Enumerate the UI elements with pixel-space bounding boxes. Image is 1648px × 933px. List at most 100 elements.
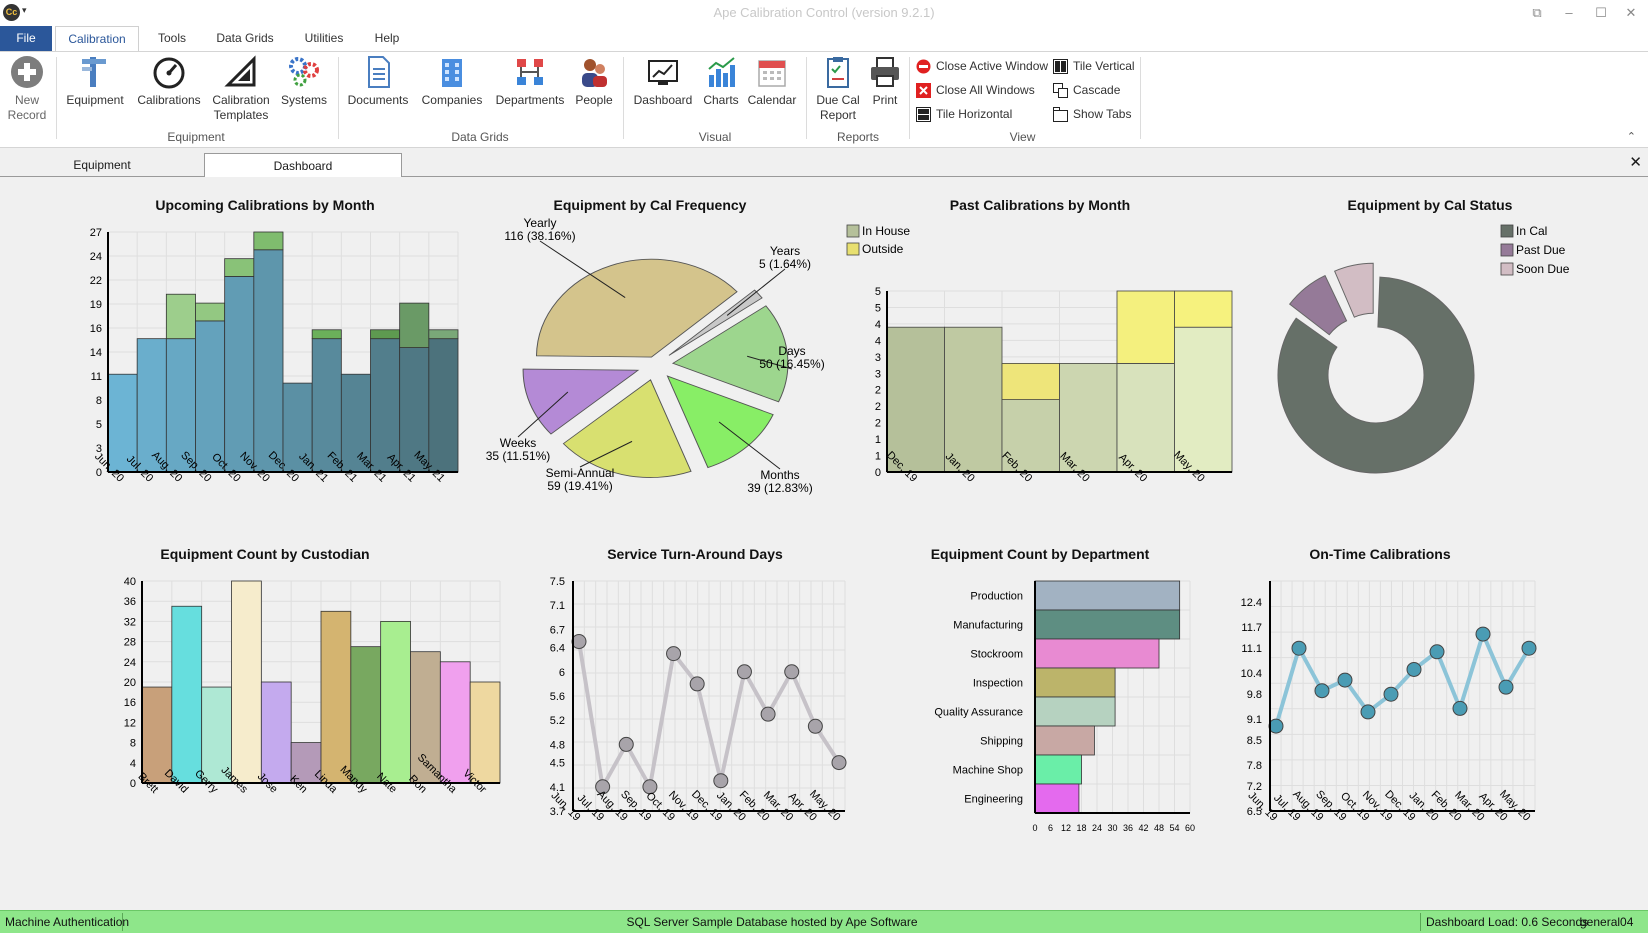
status-load-time: Dashboard Load: 0.6 Seconds — [1426, 915, 1589, 929]
menu-utilities[interactable]: Utilities — [304, 31, 344, 45]
dashboard-button[interactable]: Dashboard — [630, 55, 696, 108]
pie-slice-semiannual — [562, 379, 692, 478]
documents-button[interactable]: Documents — [344, 55, 412, 108]
legend-swatch — [846, 242, 860, 256]
pie-leader-line — [726, 268, 786, 316]
bar-victor — [469, 681, 501, 784]
cascade-button[interactable]: Cascade — [1053, 81, 1120, 99]
document-tab-strip: Equipment Dashboard ✕ — [0, 149, 1648, 178]
menu-calibration[interactable]: Calibration — [55, 26, 139, 52]
data-point — [1360, 704, 1376, 720]
y-tick-label: 11.1 — [1241, 643, 1262, 655]
pie-leader-line — [517, 391, 569, 438]
app-icon[interactable]: Cc — [3, 4, 20, 21]
data-point — [642, 779, 658, 795]
y-tick-label: 16 — [90, 323, 102, 335]
data-point — [1452, 700, 1468, 716]
group-separator — [338, 57, 339, 139]
y-tick-label: 4 — [130, 758, 136, 770]
tab-equipment[interactable]: Equipment — [73, 158, 131, 172]
calibration-templates-label: Calibration Templates — [212, 93, 270, 122]
menu-file[interactable]: File — [0, 26, 52, 51]
calendar-button[interactable]: Calendar — [746, 55, 798, 108]
charts-button-label: Charts — [703, 93, 739, 107]
bar-outside — [1174, 290, 1233, 328]
data-point — [713, 773, 729, 789]
tab-dashboard[interactable]: Dashboard — [204, 153, 402, 178]
close-window-icon[interactable]: ✕ — [1625, 5, 1637, 20]
status-separator — [122, 913, 123, 931]
chart-title-past: Past Calibrations by Month — [949, 197, 1131, 213]
bar-sep20 — [195, 320, 226, 473]
menu-help[interactable]: Help — [374, 31, 400, 45]
close-tab-icon[interactable]: ✕ — [1629, 154, 1642, 171]
y-tick-label: 2 — [875, 401, 881, 413]
data-point — [1429, 644, 1445, 660]
minimize-icon[interactable]: – — [1565, 5, 1573, 20]
maximize-icon[interactable]: ☐ — [1595, 5, 1607, 20]
y-tick-label: 5 — [96, 419, 102, 431]
y-tick-label: 5.6 — [550, 691, 565, 703]
caliper-icon — [82, 57, 106, 87]
data-point — [1406, 661, 1422, 677]
y-tick-label: 4 — [875, 335, 881, 347]
status-bar: Machine Authentication SQL Server Sample… — [0, 910, 1648, 933]
calibration-templates-button[interactable]: Calibration Templates — [206, 55, 276, 123]
departments-button[interactable]: Departments — [492, 55, 568, 108]
legend-swatch — [1500, 262, 1514, 276]
red-x-icon — [916, 83, 931, 98]
calendar-icon — [758, 60, 786, 87]
equipment-button[interactable]: Equipment — [62, 55, 128, 108]
org-chart-icon — [517, 59, 543, 85]
bar-mar21 — [370, 329, 401, 340]
bar-aug20 — [165, 293, 196, 340]
x-tick-label: 60 — [1185, 823, 1195, 833]
tile-vertical-button[interactable]: Tile Vertical — [1053, 57, 1135, 75]
y-tick-label: 4 — [875, 319, 881, 331]
y-tick-label: Stockroom — [970, 649, 1023, 661]
bar-engineering — [1034, 783, 1080, 814]
calibrations-button[interactable]: Calibrations — [134, 55, 204, 108]
no-entry-icon — [916, 59, 931, 74]
pie-leader-line — [539, 240, 626, 298]
tile-horizontal-label: Tile Horizontal — [936, 107, 1013, 121]
tile-horizontal-button[interactable]: Tile Horizontal — [916, 105, 1012, 123]
menu-tools[interactable]: Tools — [157, 31, 186, 45]
y-tick-label: Production — [970, 591, 1023, 603]
bar-production — [1034, 580, 1181, 611]
pie-label-name: Yearly — [524, 216, 557, 230]
y-tick-label: 4.8 — [550, 739, 565, 751]
data-point — [1475, 626, 1491, 642]
document-icon — [368, 56, 390, 88]
menu-data-grids[interactable]: Data Grids — [216, 31, 274, 45]
bar-may21 — [428, 338, 459, 473]
quick-access-dropdown-icon[interactable]: ▾ — [22, 5, 27, 15]
companies-button[interactable]: Companies — [418, 55, 486, 108]
data-point — [571, 634, 587, 650]
collapse-ribbon-icon[interactable]: ⌃ — [1626, 131, 1636, 143]
y-tick-label: 22 — [90, 275, 102, 287]
legend-swatch — [846, 224, 860, 238]
systems-button[interactable]: Systems — [278, 55, 330, 108]
y-tick-label: 16 — [124, 697, 136, 709]
y-tick-label: 1 — [875, 451, 881, 463]
restore-icon[interactable]: ⧉ — [1532, 5, 1542, 20]
data-point — [1291, 640, 1307, 656]
window-title: Ape Calibration Control (version 9.2.1) — [713, 5, 935, 20]
data-point — [736, 664, 752, 680]
show-tabs-button[interactable]: Show Tabs — [1053, 105, 1131, 123]
y-tick-label: 24 — [90, 251, 102, 263]
people-button[interactable]: People — [572, 55, 616, 108]
charts-button[interactable]: Charts — [700, 55, 742, 108]
y-tick-label: 5.2 — [550, 715, 565, 727]
due-cal-report-button[interactable]: Due Cal Report — [812, 55, 864, 123]
new-record-button[interactable]: New Record — [4, 55, 50, 123]
close-active-window-button[interactable]: Close Active Window — [916, 57, 1048, 75]
close-all-windows-button[interactable]: Close All Windows — [916, 81, 1035, 99]
group-separator — [623, 57, 624, 139]
print-button[interactable]: Print — [866, 55, 904, 108]
y-tick-label: 6.5 — [1247, 806, 1262, 818]
legend-label: Past Due — [1516, 243, 1566, 257]
y-tick-label: Shipping — [980, 736, 1023, 748]
chart-title-custodian: Equipment Count by Custodian — [160, 546, 370, 562]
